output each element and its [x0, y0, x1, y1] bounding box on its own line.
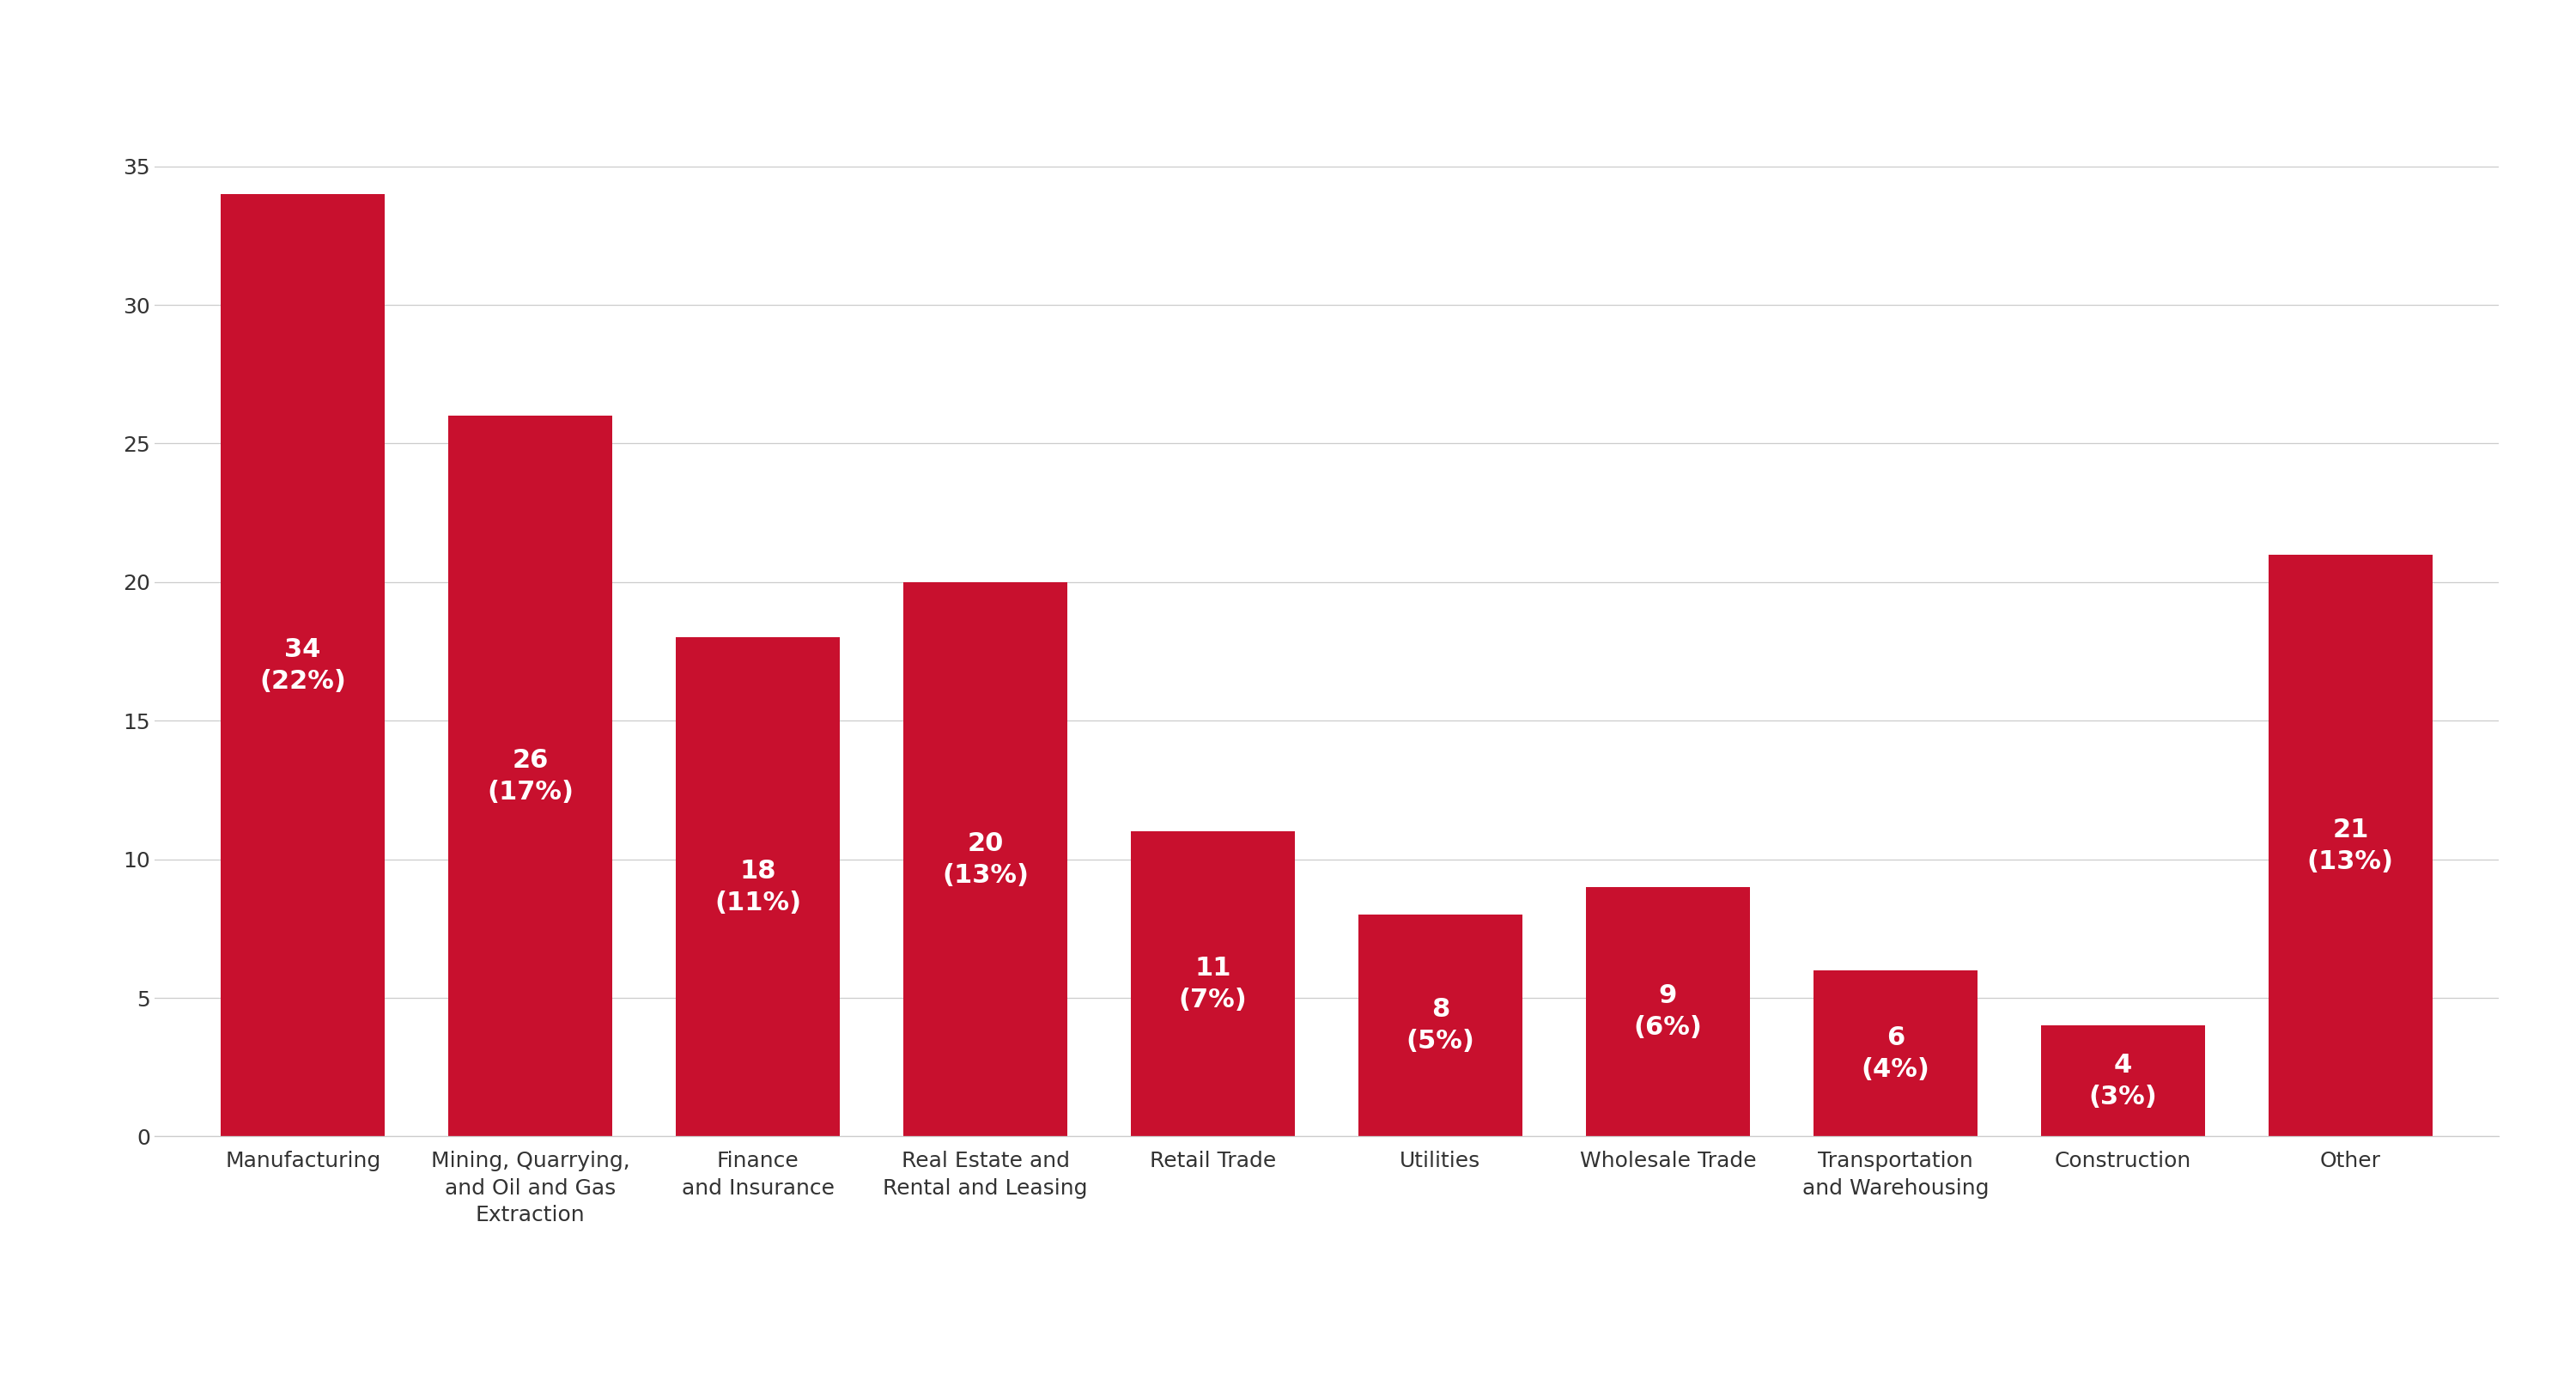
Text: 9
(6%): 9 (6%): [1633, 984, 1703, 1040]
Text: 6
(4%): 6 (4%): [1860, 1026, 1929, 1081]
Bar: [448, 416, 613, 1137]
Bar: [1131, 832, 1296, 1137]
Text: 21
(13%): 21 (13%): [2308, 818, 2393, 873]
Text: 26
(17%): 26 (17%): [487, 748, 574, 804]
Bar: [222, 194, 384, 1137]
Bar: [2269, 554, 2432, 1137]
Text: 8
(5%): 8 (5%): [1406, 998, 1473, 1053]
Bar: [1587, 887, 1749, 1137]
Bar: [904, 582, 1066, 1137]
Text: 18
(11%): 18 (11%): [714, 859, 801, 915]
Bar: [1814, 970, 1978, 1137]
Bar: [675, 638, 840, 1137]
Text: 11
(7%): 11 (7%): [1180, 956, 1247, 1012]
Bar: [2040, 1026, 2205, 1137]
Bar: [1358, 915, 1522, 1137]
Text: 34
(22%): 34 (22%): [260, 638, 345, 693]
Text: 4
(3%): 4 (3%): [2089, 1053, 2156, 1109]
Text: 20
(13%): 20 (13%): [943, 832, 1028, 887]
